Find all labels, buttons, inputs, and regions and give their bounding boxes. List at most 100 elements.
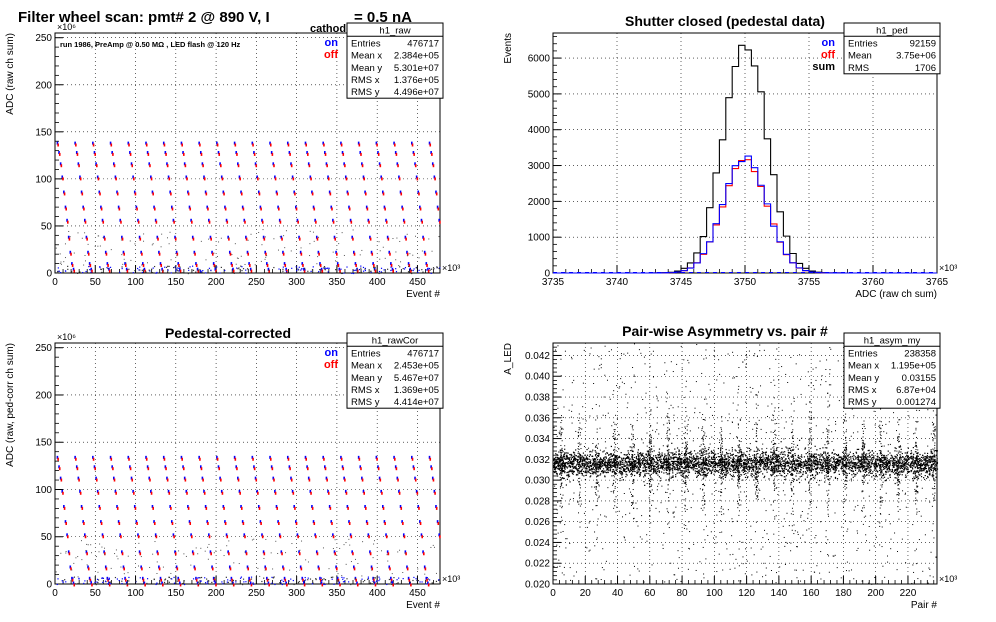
asym-point xyxy=(698,463,701,466)
scatter-point-on xyxy=(299,565,302,569)
scatter-point-on xyxy=(79,175,81,179)
asym-point xyxy=(848,460,850,462)
scatter-point-low xyxy=(242,578,245,580)
scatter-point-off xyxy=(121,552,124,556)
scatter-point-low xyxy=(60,271,62,274)
asym-point xyxy=(577,455,579,458)
asym-point xyxy=(882,455,885,457)
scatter-point-on xyxy=(369,550,371,554)
scatter-point-low xyxy=(121,582,123,585)
scatter-point-off xyxy=(203,491,206,495)
asym-point xyxy=(575,449,577,451)
scatter-point-low xyxy=(174,266,176,268)
scatter-point-low xyxy=(346,266,348,268)
scatter-point-low xyxy=(109,581,112,583)
scatter-point-on xyxy=(109,141,112,145)
scatter-point-off xyxy=(363,177,366,181)
asym-point xyxy=(914,471,917,473)
asym-point xyxy=(886,455,888,457)
scatter-point-off xyxy=(208,535,211,539)
asym-point xyxy=(786,460,789,462)
scatter-point-off xyxy=(382,192,385,196)
x-tick-label: 0 xyxy=(52,277,58,288)
asym-point xyxy=(699,453,701,455)
asym-point xyxy=(744,476,747,478)
scatter-point-off xyxy=(124,578,127,582)
x-tick-label: 0 xyxy=(550,588,556,599)
scatter-point-low xyxy=(179,266,181,268)
asym-point xyxy=(649,470,651,472)
scatter-point-sparse xyxy=(379,258,381,260)
asym-point xyxy=(852,465,854,467)
y-tick-label: 0.024 xyxy=(525,538,550,549)
asym-point xyxy=(701,463,703,465)
asym-point xyxy=(639,453,641,455)
asym-point xyxy=(859,463,861,465)
asym-point xyxy=(557,464,559,466)
asym-point xyxy=(608,462,610,464)
scatter-point-sparse xyxy=(404,552,406,554)
asym-point xyxy=(671,465,674,467)
scatter-point-low xyxy=(402,267,404,270)
scatter-point-off xyxy=(226,535,229,539)
scatter-point-off xyxy=(120,535,122,539)
asym-point xyxy=(592,473,594,475)
asym-point xyxy=(668,466,670,468)
scatter-point-off xyxy=(168,177,171,181)
panel-asymmetry: Pair-wise Asymmetry vs. pair # 0 20 40 60 80… xyxy=(503,323,957,611)
scatter-point-on xyxy=(290,476,292,480)
scatter-point-on xyxy=(291,489,294,493)
asym-point xyxy=(625,457,628,459)
scatter-point-off xyxy=(360,152,362,156)
asym-point xyxy=(764,453,767,455)
asym-point xyxy=(707,453,709,455)
scatter-point-on xyxy=(296,218,299,222)
asym-point xyxy=(865,456,867,459)
scatter-point-on xyxy=(111,465,113,469)
scatter-point-off xyxy=(165,152,167,156)
panel-pedestal-corrected: Pedestal-corrected 0 50 100 150 200 250 300 350… xyxy=(5,325,460,611)
asym-point xyxy=(919,464,921,466)
asym-point xyxy=(879,464,881,466)
scatter-point-sparse xyxy=(348,538,350,540)
scatter-point-on xyxy=(438,218,440,222)
asym-point xyxy=(764,460,766,462)
asym-point xyxy=(760,470,762,472)
y-tick-label: 0.026 xyxy=(525,517,550,528)
scatter-point-sparse xyxy=(73,252,75,254)
scatter-point-low xyxy=(213,580,216,582)
scatter-point-sparse xyxy=(313,240,315,242)
scatter-point-off xyxy=(62,491,64,495)
scatter-point-off xyxy=(261,535,264,539)
scatter-point-low xyxy=(168,576,170,578)
scatter-point-on xyxy=(303,581,305,585)
scatter-point-off xyxy=(195,578,198,582)
asym-point xyxy=(891,459,893,462)
asym-point xyxy=(593,462,595,464)
scatter-point-low xyxy=(135,580,137,582)
scatter-point-on xyxy=(198,141,200,145)
asym-point xyxy=(641,454,644,457)
scatter-point-low xyxy=(431,268,433,270)
scatter-point-sparse xyxy=(391,573,393,575)
scatter-point-sparse xyxy=(127,572,129,574)
scatter-point-on xyxy=(151,190,154,194)
scatter-point-off xyxy=(139,237,142,241)
scatter-point-sparse xyxy=(220,237,222,239)
scatter-point-on xyxy=(243,218,246,222)
scatter-point-on xyxy=(58,151,60,155)
asym-point xyxy=(884,461,887,463)
scatter-point-on xyxy=(414,476,416,480)
asym-point xyxy=(571,469,573,471)
scatter-point-low xyxy=(425,583,427,585)
asym-point xyxy=(709,460,711,463)
scatter-point-on xyxy=(427,581,429,585)
scatter-point-on xyxy=(246,250,249,254)
asym-point xyxy=(787,469,789,472)
asym-point xyxy=(830,458,832,460)
scatter-point-low xyxy=(200,576,203,579)
asym-point xyxy=(884,455,886,457)
asym-point xyxy=(590,468,593,470)
scatter-point-low xyxy=(178,267,180,270)
asym-point xyxy=(708,452,710,454)
